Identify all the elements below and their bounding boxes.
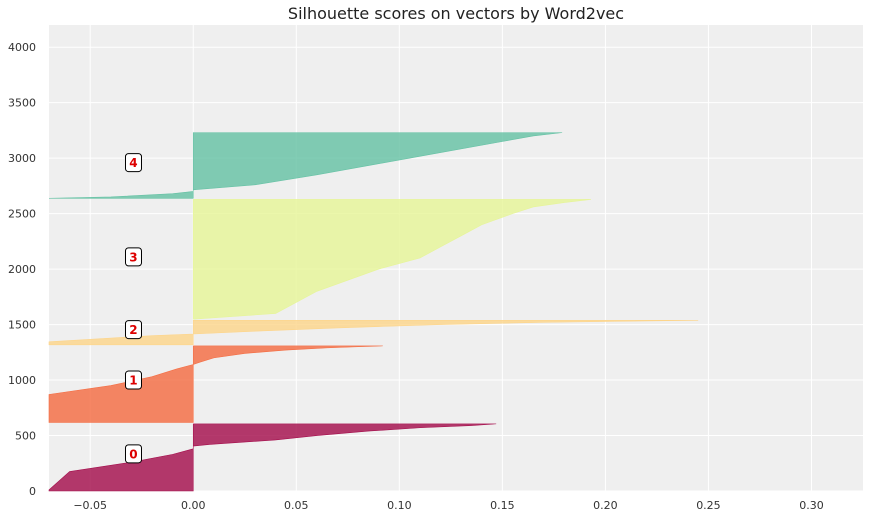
cluster-label-0: 0 (129, 447, 137, 461)
y-tick-label: 4000 (8, 41, 36, 54)
cluster-label-4: 4 (129, 156, 137, 170)
cluster-label-3: 3 (129, 250, 137, 264)
cluster-label-1: 1 (129, 374, 137, 388)
cluster-label-box (124, 370, 142, 390)
x-axis-ticks: −0.05 0.00 0.05 0.10 0.15 0.20 0.25 0.30 (73, 499, 823, 512)
cluster-labels: 0 1 2 3 4 (124, 153, 142, 464)
x-tick-label: 0.10 (387, 499, 412, 512)
cluster-label-box (124, 444, 142, 464)
y-tick-label: 500 (15, 430, 36, 443)
x-tick-label: 0.20 (593, 499, 618, 512)
cluster-label-box (124, 320, 142, 340)
x-tick-label: 0.05 (284, 499, 309, 512)
cluster-0-silhouette (48, 423, 497, 492)
cluster-1-silhouette (48, 345, 383, 423)
cluster-4-silhouette (48, 132, 563, 199)
y-tick-label: 1000 (8, 374, 36, 387)
silhouette-areas (48, 132, 699, 492)
chart-title: Silhouette scores on vectors by Word2vec (288, 4, 624, 23)
cluster-3-silhouette (192, 199, 592, 320)
cluster-2-silhouette (48, 320, 699, 346)
y-tick-label: 3500 (8, 97, 36, 110)
y-tick-label: 0 (29, 485, 36, 498)
y-tick-label: 3000 (8, 152, 36, 165)
cluster-label-box (124, 247, 142, 267)
cluster-label-2: 2 (129, 323, 137, 337)
y-axis-ticks: 0 500 1000 1500 2000 2500 3000 3500 4000 (8, 41, 36, 498)
x-tick-label: 0.00 (181, 499, 206, 512)
y-tick-label: 1500 (8, 319, 36, 332)
x-tick-label: 0.25 (696, 499, 721, 512)
cluster-label-box (124, 153, 142, 173)
x-tick-label: 0.15 (490, 499, 515, 512)
y-tick-label: 2000 (8, 263, 36, 276)
y-tick-label: 2500 (8, 208, 36, 221)
x-tick-label: −0.05 (73, 499, 107, 512)
x-tick-label: 0.30 (799, 499, 824, 512)
